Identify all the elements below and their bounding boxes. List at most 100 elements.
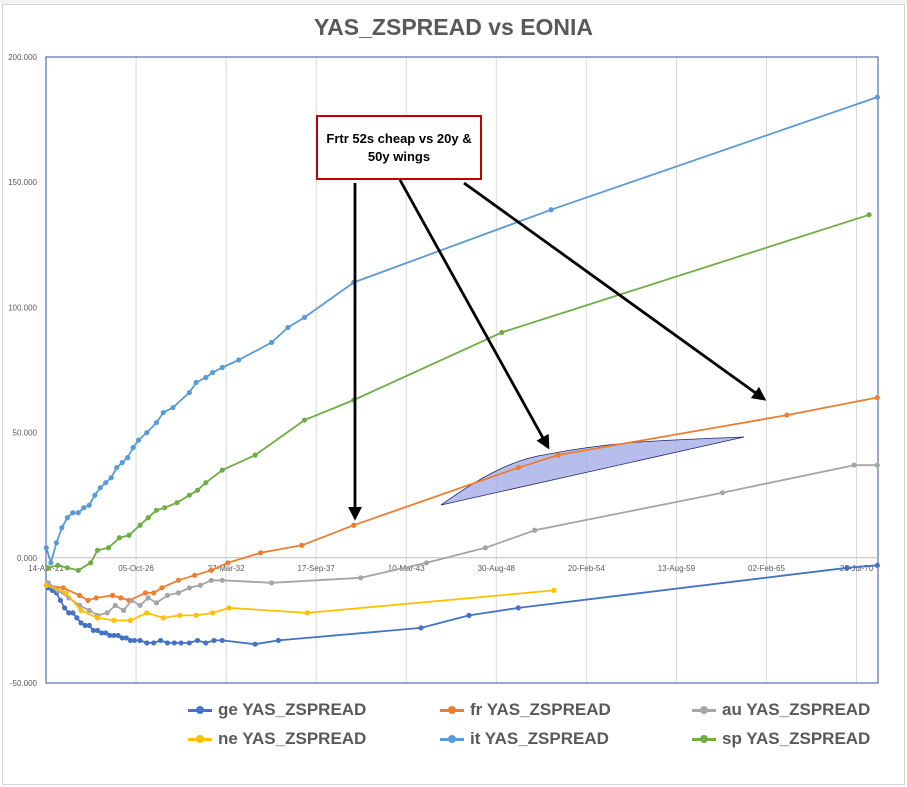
data-point-ge bbox=[82, 622, 88, 629]
x-tick-label: 13-Aug-59 bbox=[658, 564, 696, 573]
legend-label-au: au YAS_ZSPREAD bbox=[722, 700, 871, 719]
x-tick-label: 26-Jul-70 bbox=[840, 564, 874, 573]
data-point-fr bbox=[555, 452, 561, 458]
x-tick-label: 05-Oct-26 bbox=[118, 564, 154, 573]
data-point-au bbox=[175, 590, 181, 596]
data-point-au bbox=[423, 560, 430, 566]
data-point-ne bbox=[304, 610, 310, 616]
data-point-ge bbox=[874, 562, 880, 568]
data-point-it bbox=[97, 485, 103, 491]
data-point-ge bbox=[171, 640, 177, 646]
data-point-sp bbox=[105, 545, 112, 551]
data-point-fr bbox=[175, 577, 181, 583]
x-tick-label: 30-Aug-48 bbox=[478, 564, 516, 573]
data-point-ne bbox=[193, 612, 199, 618]
data-point-fr bbox=[142, 590, 149, 596]
legend-item-it[interactable]: it YAS_ZSPREAD bbox=[440, 729, 609, 749]
data-point-ge bbox=[131, 637, 138, 644]
data-point-it bbox=[92, 492, 98, 498]
data-point-ge bbox=[61, 605, 68, 611]
data-point-it bbox=[64, 515, 70, 521]
data-point-fr bbox=[109, 592, 116, 598]
data-point-ne bbox=[210, 610, 216, 616]
legend-item-ge[interactable]: ge YAS_ZSPREAD bbox=[188, 700, 366, 720]
data-point-it bbox=[86, 502, 92, 508]
data-point-ne bbox=[78, 607, 84, 613]
data-point-it bbox=[108, 475, 114, 481]
x-tick-label: 10-Mar-43 bbox=[388, 564, 425, 573]
data-point-au bbox=[129, 597, 135, 603]
highlight-region bbox=[440, 436, 745, 506]
data-point-fr bbox=[257, 550, 264, 556]
legend-item-ne[interactable]: ne YAS_ZSPREAD bbox=[188, 729, 366, 749]
data-point-au bbox=[164, 592, 171, 598]
data-point-it bbox=[285, 324, 291, 331]
data-point-au bbox=[186, 585, 192, 591]
data-point-it bbox=[236, 357, 242, 363]
data-point-ge bbox=[203, 640, 209, 646]
data-point-au bbox=[86, 607, 92, 613]
legend-marker-au bbox=[692, 706, 716, 714]
data-point-sp bbox=[75, 567, 81, 573]
data-point-sp bbox=[137, 522, 143, 528]
y-tick-label: 150.000 bbox=[8, 178, 37, 187]
data-point-ge bbox=[107, 632, 113, 639]
data-point-au bbox=[268, 580, 275, 586]
data-point-fr bbox=[77, 592, 83, 598]
data-point-au bbox=[851, 462, 857, 468]
data-point-sp bbox=[499, 329, 505, 336]
data-point-au bbox=[874, 462, 880, 468]
data-point-it bbox=[75, 510, 81, 516]
data-point-au bbox=[137, 602, 143, 608]
data-point-ge bbox=[252, 641, 258, 647]
plot-border bbox=[45, 56, 879, 684]
data-point-sp bbox=[45, 565, 51, 571]
data-point-ge bbox=[151, 640, 157, 646]
data-point-fr bbox=[85, 597, 91, 603]
data-point-ge bbox=[144, 640, 150, 646]
legend-marker-sp bbox=[692, 735, 716, 743]
legend-item-fr[interactable]: fr YAS_ZSPREAD bbox=[440, 700, 611, 720]
data-point-ge bbox=[119, 635, 125, 641]
data-point-sp bbox=[153, 507, 160, 513]
legend-item-sp[interactable]: sp YAS_ZSPREAD bbox=[692, 729, 870, 749]
data-point-sp bbox=[252, 452, 258, 458]
data-point-fr bbox=[118, 595, 124, 601]
data-point-it bbox=[53, 540, 60, 546]
data-point-ge bbox=[127, 637, 133, 644]
data-point-it bbox=[48, 560, 54, 566]
data-point-ne bbox=[63, 590, 69, 596]
data-point-fr bbox=[225, 560, 231, 566]
data-point-sp bbox=[162, 505, 168, 511]
data-point-fr bbox=[351, 522, 357, 528]
data-point-it bbox=[70, 510, 76, 516]
data-point-au bbox=[482, 545, 488, 551]
data-point-ge bbox=[94, 627, 101, 634]
legend-label-ge: ge YAS_ZSPREAD bbox=[218, 700, 367, 719]
data-point-au bbox=[153, 600, 160, 606]
data-point-ne bbox=[43, 582, 49, 588]
data-point-ge bbox=[99, 630, 105, 636]
data-point-ge bbox=[418, 625, 424, 631]
data-point-it bbox=[268, 339, 275, 346]
legend-item-au[interactable]: au YAS_ZSPREAD bbox=[692, 700, 870, 720]
data-point-sp bbox=[301, 417, 308, 423]
data-point-sp bbox=[64, 565, 70, 571]
data-point-au bbox=[112, 602, 118, 608]
annotation-callout[interactable]: Frtr 52s cheap vs 20y & 50y wings bbox=[316, 115, 482, 180]
legend-label-sp: sp YAS_ZSPREAD bbox=[722, 729, 871, 748]
data-point-it bbox=[193, 379, 199, 386]
data-point-au bbox=[145, 595, 151, 601]
data-point-au bbox=[219, 577, 225, 583]
series-line-fr bbox=[46, 396, 878, 602]
data-point-ge bbox=[164, 640, 171, 646]
data-point-ge bbox=[74, 615, 80, 621]
data-point-ge bbox=[111, 632, 117, 639]
data-point-it bbox=[125, 455, 131, 461]
data-point-sp bbox=[866, 212, 872, 218]
data-point-au bbox=[719, 490, 726, 496]
data-point-it bbox=[43, 545, 49, 551]
data-point-it bbox=[119, 460, 125, 466]
chart-legend[interactable]: ge YAS_ZSPREAD fr YAS_ZSPREAD au YAS_ZSP… bbox=[180, 696, 880, 762]
